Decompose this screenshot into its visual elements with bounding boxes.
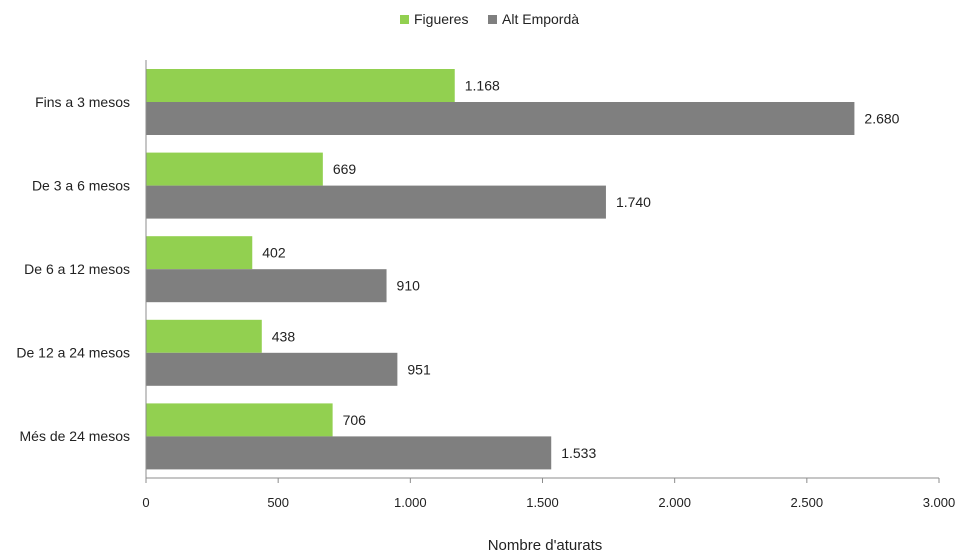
legend-label: Figueres: [414, 11, 468, 27]
x-axis: 0 500 1.000 1.500 2.000 2.500 3.000: [142, 60, 955, 510]
legend-label: Alt Empordà: [502, 11, 579, 27]
x-tick-label: 500: [267, 495, 289, 510]
bar-figueres: [146, 236, 253, 270]
legend-swatch: [400, 15, 409, 24]
x-tick-label: 2.500: [791, 495, 824, 510]
bar-alt-emporda: [146, 185, 606, 219]
category-label: De 12 a 24 mesos: [16, 345, 130, 361]
x-axis-title: Nombre d'aturats: [488, 537, 603, 551]
data-label: 438: [272, 328, 296, 344]
bar-figueres: [146, 403, 333, 437]
x-tick-label: 1.000: [394, 495, 427, 510]
data-label: 1.168: [465, 78, 500, 94]
category-label: Més de 24 mesos: [20, 428, 131, 444]
data-label: 910: [397, 278, 421, 294]
x-tick-label: 3.000: [923, 495, 956, 510]
data-label: 706: [343, 412, 367, 428]
legend: Figueres Alt Empordà: [400, 11, 579, 27]
data-label: 402: [262, 245, 286, 261]
legend-swatch: [488, 15, 497, 24]
category-label: Fins a 3 mesos: [35, 94, 130, 110]
category-label: De 6 a 12 mesos: [24, 261, 130, 277]
data-label: 1.533: [561, 445, 596, 461]
bar-alt-emporda: [146, 436, 552, 470]
category-label: De 3 a 6 mesos: [32, 177, 130, 193]
data-label: 669: [333, 161, 357, 177]
x-tick-label: 2.000: [658, 495, 691, 510]
x-tick-label: 0: [142, 495, 149, 510]
x-tick-label: 1.500: [526, 495, 559, 510]
bar-alt-emporda: [146, 352, 398, 386]
bar-figueres: [146, 69, 455, 102]
bar-alt-emporda: [146, 102, 855, 135]
plot-area: Fins a 3 mesos 1.168 2.680 De 3 a 6 mesos 66…: [16, 69, 900, 470]
data-label: 951: [407, 361, 431, 377]
data-label: 2.680: [864, 111, 899, 127]
bar-figueres: [146, 319, 262, 353]
data-label: 1.740: [616, 194, 651, 210]
bar-alt-emporda: [146, 269, 387, 303]
bar-figueres: [146, 152, 323, 186]
